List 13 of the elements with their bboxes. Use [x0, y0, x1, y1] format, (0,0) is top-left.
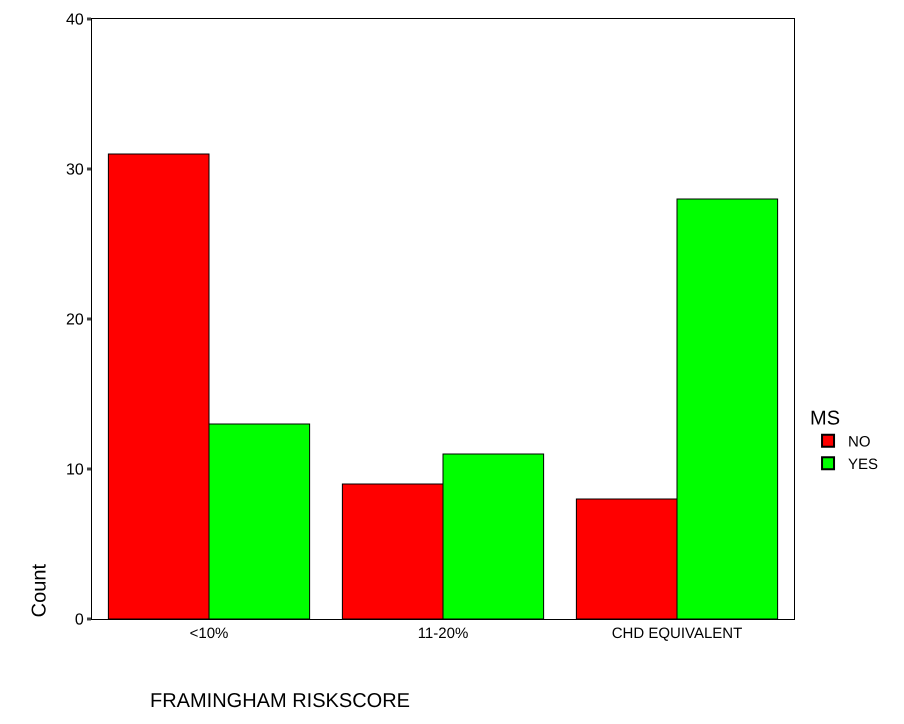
legend-title: MS	[810, 408, 840, 430]
y-tick-label: 10	[66, 462, 84, 479]
x-tick-label: 11-20%	[418, 625, 468, 642]
y-axis-title: Count	[28, 564, 50, 618]
legend-label: YES	[848, 456, 878, 474]
y-tick-label: 0	[74, 612, 84, 629]
legend-label: NO	[848, 434, 871, 451]
x-tick-label: CHD EQUIVALENT	[612, 625, 742, 642]
x-tick-label: <10%	[190, 625, 228, 642]
y-tick-label: 20	[66, 312, 84, 329]
x-axis-title: FRAMINGHAM RISKSCORE	[150, 690, 410, 712]
y-tick-label: 30	[66, 162, 84, 179]
y-tick-label: 40	[66, 12, 84, 29]
